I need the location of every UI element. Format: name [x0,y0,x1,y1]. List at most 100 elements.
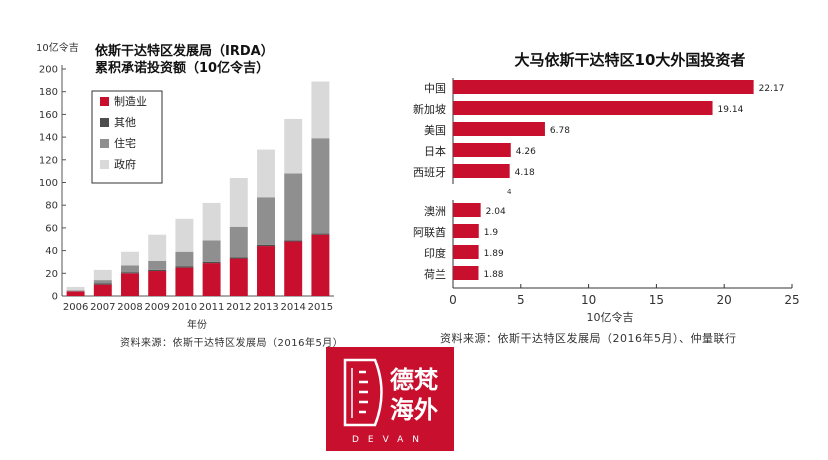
left-x-axis-label: 年份 [187,318,207,331]
right-category-label: 澳洲 [424,205,446,218]
left-bar-segment [66,290,85,292]
left-legend-swatch [100,139,109,148]
right-value-label: 6.78 [550,126,570,136]
left-y-tick-label: 20 [45,269,58,280]
left-bar-segment [148,260,167,270]
left-bar-segment [121,251,139,266]
right-value-label: 2.04 [486,207,506,217]
left-bar-segment [284,241,303,296]
left-x-tick-label: 2012 [226,302,251,313]
logo-text-bottom: 海外 [390,396,438,424]
right-category-label: 新加坡 [413,102,446,116]
left-source-note: 资料来源：依斯干达特区发展局（2016年5月） [120,338,344,349]
right-bar [453,122,545,136]
left-bar-segment [257,197,275,245]
right-value-label: 1.88 [483,270,503,280]
right-category-label: 阿联酋 [413,225,446,239]
right-value-label: 1.89 [484,249,504,259]
right-x-tick-label: 10 [581,293,596,307]
left-bar-segment [229,257,248,259]
right-bar [453,143,511,157]
building-icon [343,358,383,427]
left-y-tick-label: 160 [39,110,58,121]
left-bar-segment [148,271,167,296]
left-bar-segment [311,138,330,234]
left-bar-segment [202,202,221,241]
left-bar-segment [121,273,139,296]
left-bar-segment [93,283,112,285]
left-bar-segment [257,244,275,247]
right-x-axis-label: 10亿令吉 [587,310,634,324]
left-bar-segment [93,284,112,296]
right-chart-title: 大马依斯干达特区10大外国投资者 [515,51,746,69]
left-chart: 10亿令吉 依斯干达特区发展局（IRDA） 累积承诺投资额（10亿令吉） 0 20… [36,41,334,331]
left-bar-segment [229,177,248,227]
left-bar-segment [93,269,112,281]
left-bar-segment [202,240,221,262]
left-y-tick-label: 200 [39,65,58,76]
left-bar-segment [257,149,275,198]
left-legend-label: 制造业 [114,94,147,108]
left-legend-label: 其他 [114,116,136,129]
left-bar-segment [175,251,194,267]
right-bar [453,101,713,115]
devan-logo: 德梵 海外 DEVAN [326,347,454,451]
left-bar-segment [202,261,221,264]
left-x-tick-label: 2014 [280,302,305,313]
left-x-tick-label: 2007 [90,302,115,313]
right-category-label: 荷兰 [424,268,446,281]
right-stray-mark: 4 [507,188,512,196]
left-bar-segment [175,267,194,296]
left-bar-segment [148,269,167,272]
left-legend-label: 住宅 [114,136,136,150]
right-bars: 中国 22.17 新加坡 19.14 美国 6.78 日本 4.26 西班牙 4.18 澳洲 2.04… [413,78,784,287]
left-bar-segment [202,263,221,296]
left-y-tick-label: 180 [39,87,58,98]
right-value-label: 4.26 [516,147,536,157]
left-y-tick-label: 120 [39,155,58,166]
logo-text-top: 德梵 [390,366,439,394]
right-category-label: 印度 [424,246,446,260]
left-x-tick-label: 2008 [117,302,142,313]
left-bar-segment [121,265,139,273]
left-y-tick-label: 100 [39,178,58,189]
left-bars [66,81,330,296]
left-bar-segment [257,246,275,296]
left-bar-segment [93,280,112,284]
left-bar-segment [66,286,85,291]
left-legend-swatch [100,160,109,169]
left-x-axis: 2006 2007 2008 2009 2010 2011 2012 2013 2014 2015 [63,302,333,313]
right-category-label: 中国 [424,82,446,95]
left-y-tick-label: 40 [45,246,58,257]
left-y-tick-label: 80 [45,201,58,212]
right-category-label: 日本 [424,144,446,158]
left-legend-swatch [100,97,109,106]
left-x-tick-label: 2013 [253,302,278,313]
right-value-label: 22.17 [759,84,785,94]
left-x-tick-label: 2011 [199,302,224,313]
right-value-label: 19.14 [718,105,744,115]
right-category-label: 美国 [424,124,446,137]
left-bar-segment [284,118,303,174]
right-chart: 大马依斯干达特区10大外国投资者 中国 22.17 新加坡 19.14 美国 6.78 日本… [413,51,800,324]
right-x-tick-label: 0 [449,293,457,307]
right-bar [453,266,479,280]
left-bar-segment [148,234,167,261]
right-x-tick-label: 5 [517,293,525,307]
left-x-tick-label: 2009 [144,302,169,313]
right-x-tick-label: 25 [784,293,799,307]
right-x-tick-label: 15 [649,293,664,307]
right-source-note: 资料来源：依斯干达特区发展局（2016年5月）、仲量联行 [440,332,737,345]
left-bar-segment [66,291,85,296]
right-x-tick-label: 20 [717,293,732,307]
left-bar-segment [311,234,330,296]
right-bar [453,203,481,217]
left-bar-segment [284,173,303,241]
right-category-label: 西班牙 [413,166,446,179]
left-bar-segment [121,272,139,274]
left-bar-segment [311,233,330,235]
left-bar-segment [284,240,303,242]
logo-background [326,347,454,451]
right-bar [453,164,510,178]
